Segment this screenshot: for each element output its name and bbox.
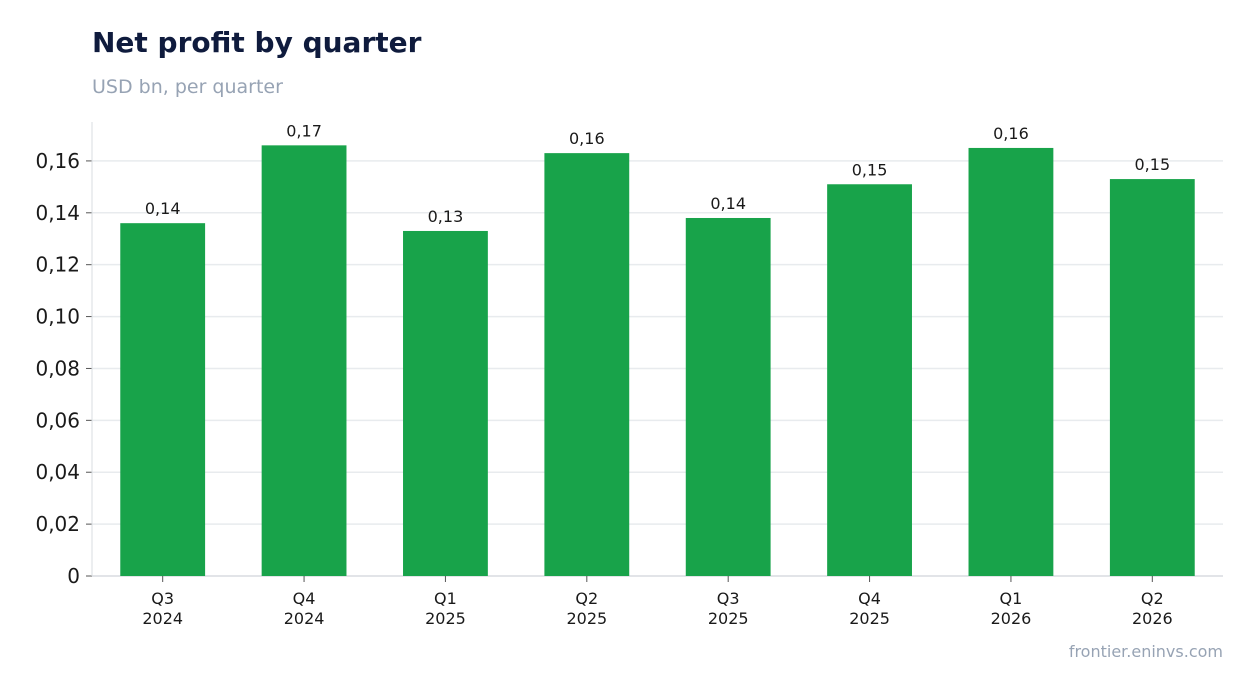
y-tick-label: 0,12 [35,253,80,277]
x-tick-label: Q4 [858,589,881,608]
data-label: 0,14 [710,194,746,213]
x-tick-label: Q1 [434,589,457,608]
y-tick-label: 0,08 [35,356,80,380]
tick-labels: 00,020,040,060,080,100,120,140,16Q32024Q… [35,149,1172,628]
x-tick-label: Q2 [575,589,598,608]
bars [120,145,1195,577]
x-tick-label: 2025 [566,609,607,628]
bar [120,223,206,577]
y-tick-label: 0,06 [35,408,80,432]
data-label: 0,14 [145,199,181,218]
bar [544,153,630,577]
x-tick-label: 2026 [991,609,1032,628]
x-tick-label: Q1 [1000,589,1023,608]
x-tick-label: Q4 [293,589,316,608]
y-tick-label: 0,14 [35,201,80,225]
data-label: 0,16 [993,124,1029,143]
x-tick-label: 2026 [1132,609,1173,628]
y-tick-label: 0 [67,564,80,588]
bar [1109,179,1195,576]
data-label: 0,16 [569,129,605,148]
y-tick-label: 0,16 [35,149,80,173]
x-tick-label: 2025 [425,609,466,628]
x-tick-label: Q3 [717,589,740,608]
bar [261,145,347,576]
y-tick-label: 0,10 [35,305,80,329]
x-tick-label: 2025 [849,609,890,628]
x-tick-label: 2024 [284,609,325,628]
data-label: 0,17 [286,121,322,140]
bar [685,217,771,576]
data-labels: 0,14 0,17 0,13 0,16 0,14 0,15 0,16 0,15 [145,121,1170,226]
source-note: frontier.eninvs.com [1068,642,1223,661]
y-tick-label: 0,02 [35,512,80,536]
bar [968,147,1054,576]
x-tick-label: 2024 [142,609,183,628]
y-tick-label: 0,04 [35,460,80,484]
x-tick-label: Q3 [151,589,174,608]
bar [827,184,912,576]
x-tick-label: 2025 [708,609,749,628]
bar [403,230,488,576]
data-label: 0,15 [852,160,888,179]
data-label: 0,15 [1135,155,1171,174]
chart-subtitle: USD bn, per quarter [92,76,283,98]
x-tick-label: Q2 [1141,589,1164,608]
data-label: 0,13 [428,207,464,226]
chart-title: Net profit by quarter [92,26,422,59]
